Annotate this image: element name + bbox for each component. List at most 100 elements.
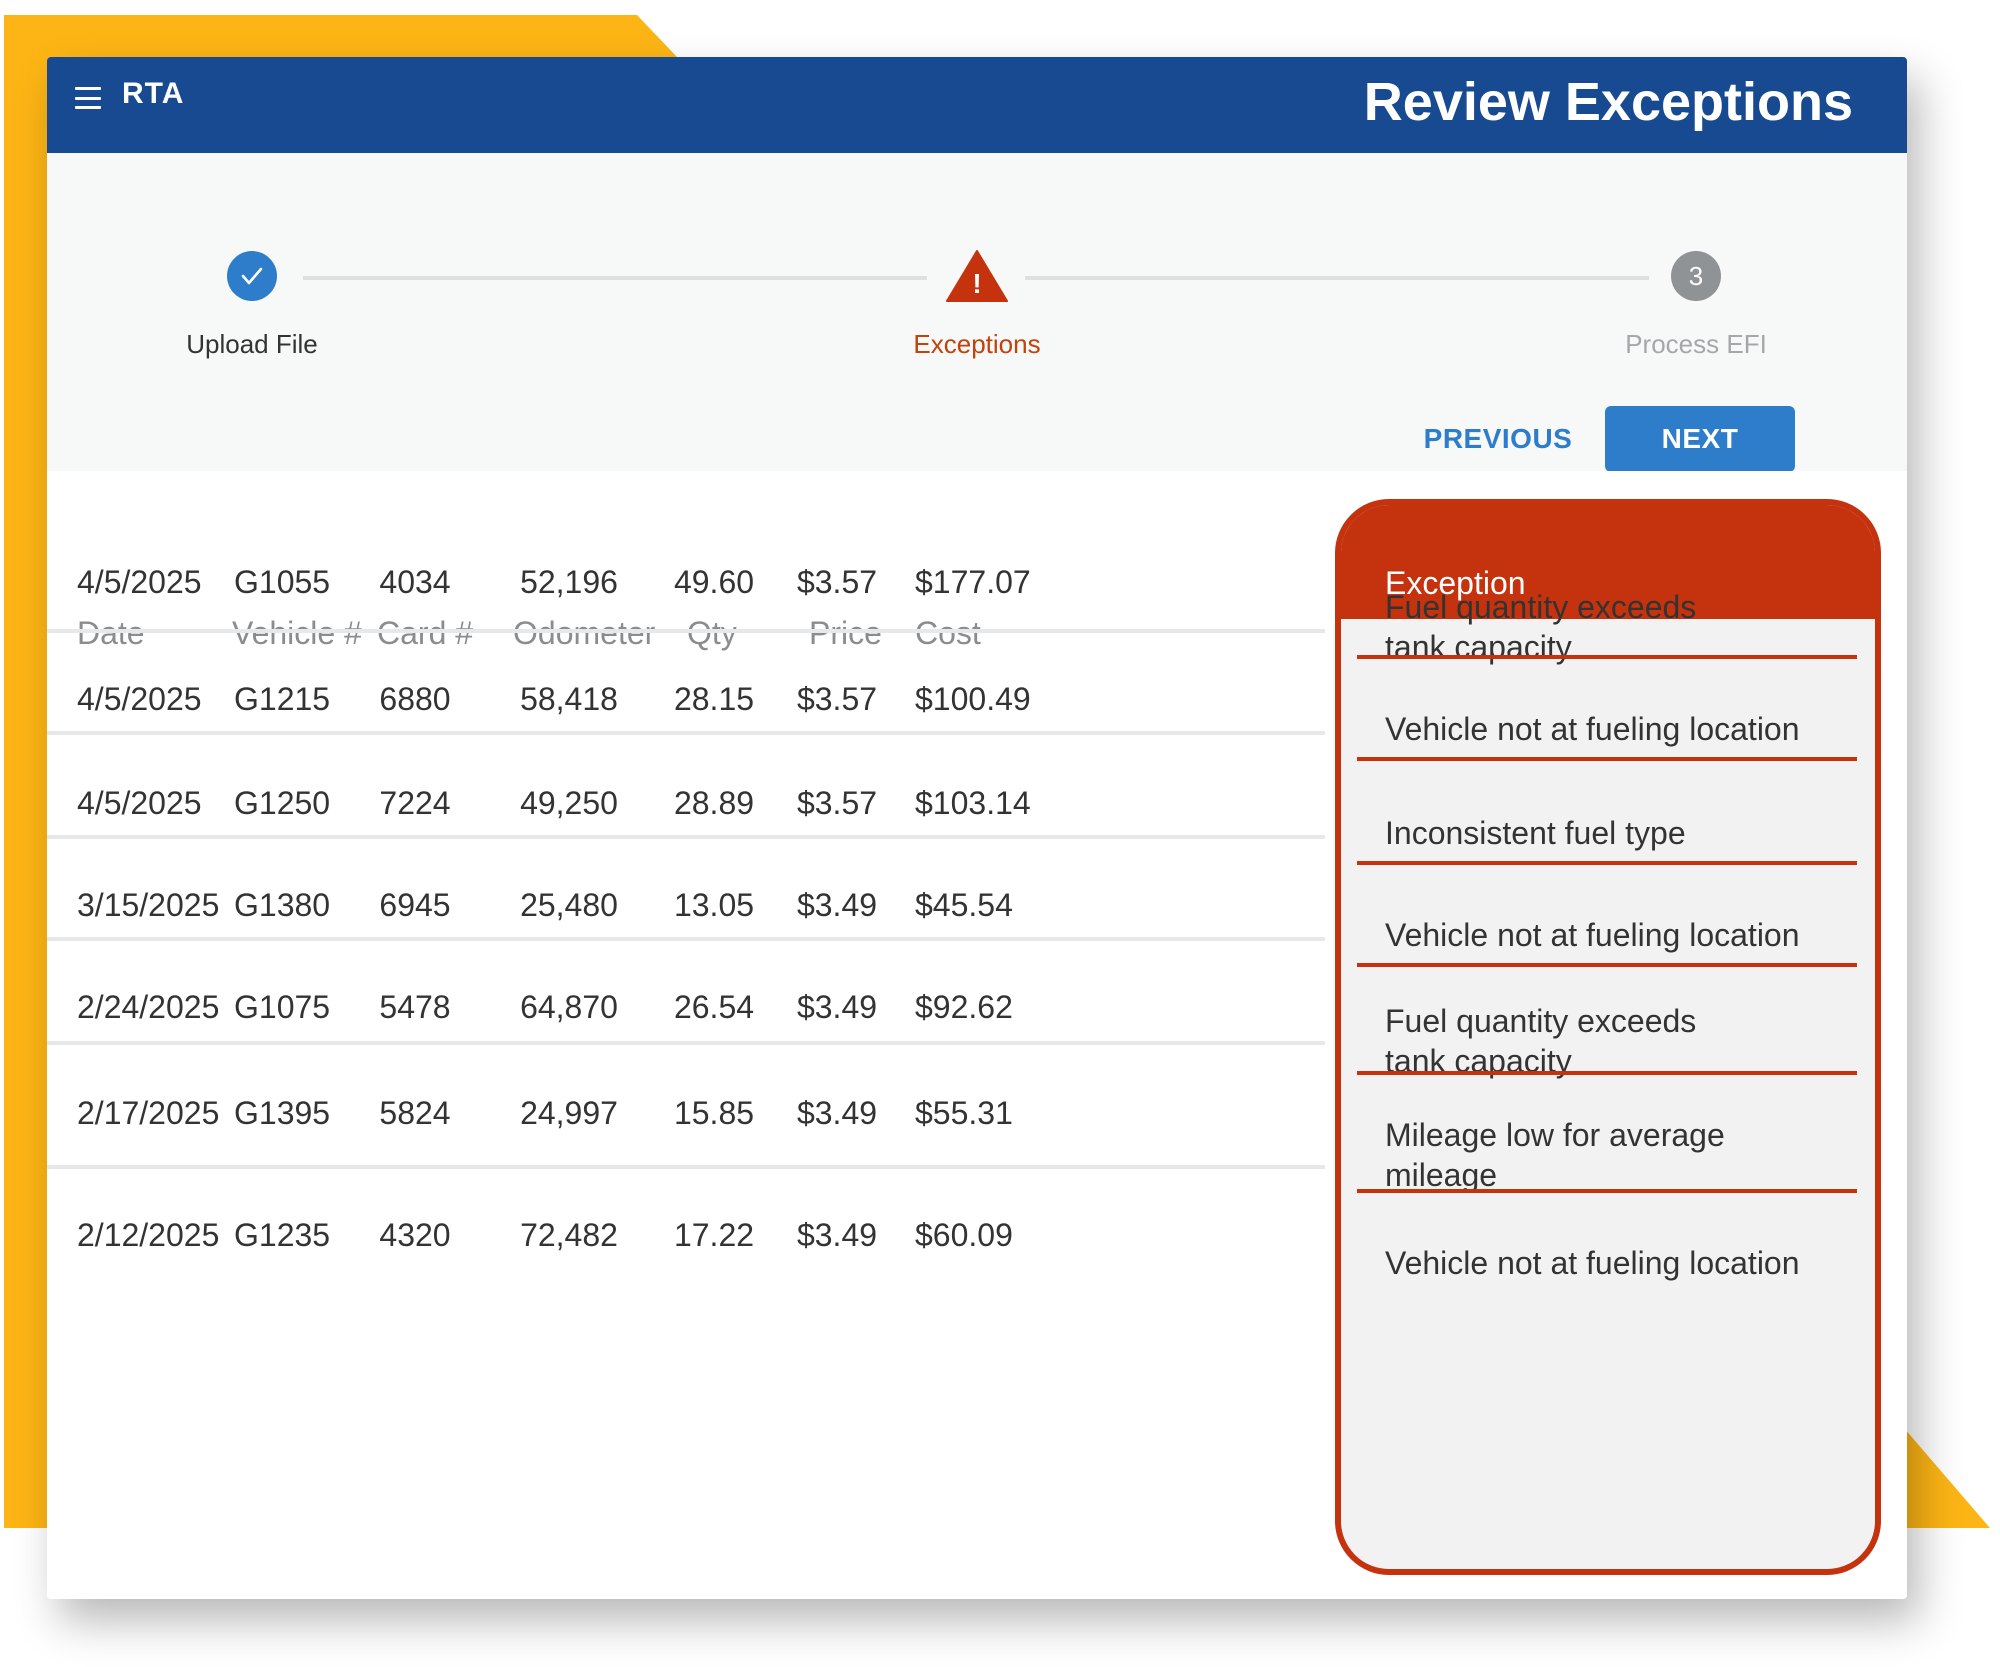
step-connector: [303, 276, 927, 280]
table-cell-card: 4034: [379, 564, 451, 600]
exception-text: Inconsistent fuel type: [1385, 815, 1686, 851]
stepper: Upload File ! Exceptions 3 Process EFI P…: [47, 153, 1907, 472]
column-header-date: Date: [77, 615, 145, 651]
table-cell-card: 7224: [379, 785, 451, 821]
hamburger-menu-icon[interactable]: [75, 87, 101, 109]
table-cell-date: 2/24/2025: [77, 989, 220, 1025]
exception-column-header: Exception: [1341, 505, 1875, 619]
exception-text: Mileage low for average: [1385, 1117, 1725, 1153]
table-cell-odometer: 49,250: [520, 785, 618, 821]
app-window: RTA Review Exceptions Upload File ! Exce…: [47, 57, 1907, 1599]
column-header-exception: Exception: [1385, 565, 1526, 601]
table-cell-card: 4320: [379, 1217, 451, 1253]
table-cell-cost: $177.07: [915, 564, 1031, 600]
row-divider: [47, 1165, 1325, 1169]
table-cell-qty: 28.89: [673, 785, 755, 821]
table-cell-price: $3.49: [796, 887, 878, 923]
exception-text: Fuel quantity exceeds: [1385, 589, 1697, 625]
exception-text: Vehicle not at fueling location: [1385, 711, 1800, 747]
table-cell-vehicle: G1235: [234, 1217, 331, 1253]
exceptions-table: Date Vehicle # Card # Odometer Qty Price…: [47, 471, 1907, 1599]
table-cell-date: 2/12/2025: [77, 1217, 220, 1253]
table-cell-price: $3.49: [796, 1217, 878, 1253]
table-cell-cost: $60.09: [915, 1217, 1013, 1253]
row-divider: [47, 937, 1325, 941]
exception-text: mileage: [1385, 1157, 1498, 1193]
step-label-upload-file: Upload File: [186, 329, 318, 359]
table-cell-vehicle: G1250: [234, 785, 331, 821]
top-bar: RTA Review Exceptions: [47, 57, 1907, 153]
table-cell-odometer: 58,418: [520, 681, 618, 717]
logo: RTA: [122, 77, 185, 110]
exception-divider: [1357, 655, 1857, 659]
table-cell-price: $3.49: [796, 1095, 878, 1131]
exception-text: Fuel quantity exceeds: [1385, 1003, 1697, 1039]
table-cell-card: 6880: [379, 681, 451, 717]
warning-icon[interactable]: !: [945, 249, 1009, 303]
table-cell-cost: $100.49: [915, 681, 1031, 717]
table-cell-qty: 49.60: [673, 564, 755, 600]
table-cell-odometer: 72,482: [520, 1217, 618, 1253]
exception-divider: [1357, 1189, 1857, 1193]
column-header-odometer: Odometer: [513, 615, 656, 651]
exception-divider: [1357, 757, 1857, 761]
table-cell-vehicle: G1380: [234, 887, 331, 923]
table-cell-date: 4/5/2025: [77, 785, 202, 821]
table-cell-date: 4/5/2025: [77, 564, 202, 600]
exception-column-panel: Exception Fuel quantity exceeds tank capa…: [1335, 499, 1881, 1575]
step-label-exceptions: Exceptions: [913, 329, 1041, 359]
page-title: Review Exceptions: [1363, 72, 1853, 132]
table-cell-odometer: 24,997: [520, 1095, 618, 1131]
exception-text: Vehicle not at fueling location: [1385, 1245, 1800, 1281]
table-cell-qty: 26.54: [673, 989, 755, 1025]
exception-divider: [1357, 861, 1857, 865]
table-cell-date: 3/15/2025: [77, 887, 220, 923]
table-cell-cost: $92.62: [915, 989, 1013, 1025]
table-cell-card: 5824: [379, 1095, 451, 1131]
table-cell-cost: $55.31: [915, 1095, 1013, 1131]
row-divider: [47, 1041, 1325, 1045]
table-cell-price: $3.49: [796, 989, 878, 1025]
next-button[interactable]: NEXT: [1605, 406, 1795, 472]
row-divider: [47, 835, 1325, 839]
table-cell-odometer: 52,196: [520, 564, 618, 600]
row-divider: [47, 629, 1325, 633]
table-cell-cost: $45.54: [915, 887, 1013, 923]
exception-text: tank capacity: [1385, 629, 1572, 665]
table-cell-vehicle: G1075: [234, 989, 331, 1025]
column-header-qty: Qty: [687, 615, 737, 651]
table-cell-qty: 28.15: [673, 681, 755, 717]
column-header-card: Card #: [377, 615, 474, 651]
exception-text: Vehicle not at fueling location: [1385, 917, 1800, 953]
previous-button[interactable]: PREVIOUS: [1423, 423, 1573, 454]
step-upload-file[interactable]: [227, 251, 277, 301]
table-cell-date: 2/17/2025: [77, 1095, 220, 1131]
table-cell-qty: 15.85: [673, 1095, 755, 1131]
check-icon: [241, 267, 263, 285]
column-header-vehicle: Vehicle #: [232, 615, 362, 651]
table-cell-cost: $103.14: [915, 785, 1031, 821]
table-cell-qty: 17.22: [673, 1217, 755, 1253]
table-cell-vehicle: G1055: [234, 564, 331, 600]
table-cell-vehicle: G1215: [234, 681, 331, 717]
warning-marker: !: [972, 268, 981, 299]
step-label-process-efi: Process EFI: [1625, 329, 1767, 359]
row-divider: [47, 731, 1325, 735]
table-cell-card: 5478: [379, 989, 451, 1025]
table-cell-price: $3.57: [796, 681, 878, 717]
exception-divider: [1357, 1071, 1857, 1075]
step-process-efi[interactable]: 3: [1671, 251, 1721, 301]
column-header-price: Price: [809, 615, 882, 651]
table-cell-odometer: 25,480: [520, 887, 618, 923]
table-cell-qty: 13.05: [673, 887, 755, 923]
table-cell-odometer: 64,870: [520, 989, 618, 1025]
table-cell-card: 6945: [379, 887, 451, 923]
table-cell-price: $3.57: [796, 785, 878, 821]
column-header-cost: Cost: [915, 615, 981, 651]
step-connector: [1025, 276, 1649, 280]
table-cell-vehicle: G1395: [234, 1095, 331, 1131]
table-cell-price: $3.57: [796, 564, 878, 600]
exception-text: tank capacity: [1385, 1043, 1572, 1079]
exception-divider: [1357, 963, 1857, 967]
table-cell-date: 4/5/2025: [77, 681, 202, 717]
